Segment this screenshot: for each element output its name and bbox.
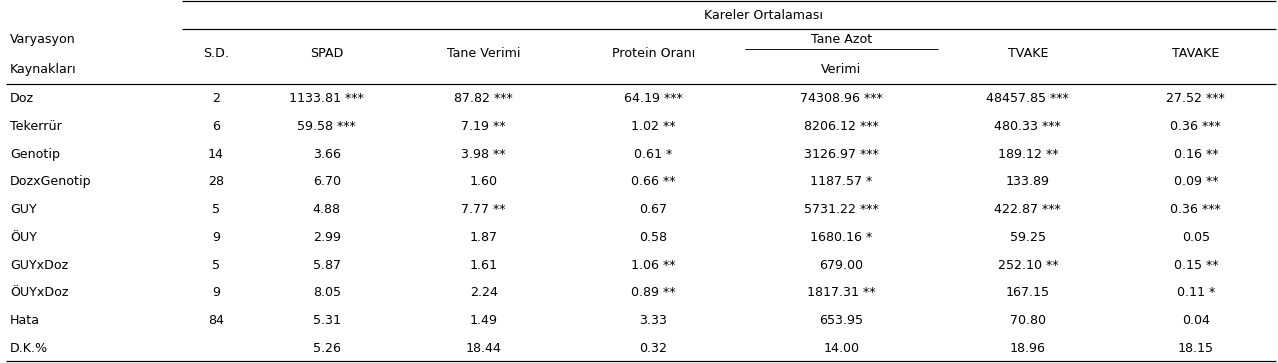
Text: 0.09 **: 0.09 **	[1173, 175, 1218, 188]
Text: Varyasyon: Varyasyon	[10, 33, 75, 46]
Text: 1680.16 *: 1680.16 *	[810, 230, 872, 243]
Text: 59.58 ***: 59.58 ***	[298, 120, 357, 133]
Text: 7.77 **: 7.77 **	[461, 203, 506, 216]
Text: Tane Verimi: Tane Verimi	[447, 46, 520, 60]
Text: 74308.96 ***: 74308.96 ***	[800, 92, 882, 105]
Text: 18.96: 18.96	[1010, 341, 1045, 354]
Text: 6.70: 6.70	[313, 175, 341, 188]
Text: 252.10 **: 252.10 **	[997, 258, 1057, 271]
Text: 1.87: 1.87	[469, 230, 497, 243]
Text: SPAD: SPAD	[311, 46, 344, 60]
Text: ÖUYxDoz: ÖUYxDoz	[10, 286, 69, 298]
Text: 9: 9	[212, 230, 220, 243]
Text: 0.04: 0.04	[1181, 313, 1209, 326]
Text: 1.60: 1.60	[469, 175, 497, 188]
Text: 1.06 **: 1.06 **	[630, 258, 675, 271]
Text: 48457.85 ***: 48457.85 ***	[985, 92, 1068, 105]
Text: 14.00: 14.00	[823, 341, 859, 354]
Text: GUY: GUY	[10, 203, 37, 216]
Text: 4.88: 4.88	[313, 203, 341, 216]
Text: Doz: Doz	[10, 92, 35, 105]
Text: Tane Azot: Tane Azot	[810, 33, 872, 46]
Text: 0.15 **: 0.15 **	[1173, 258, 1218, 271]
Text: DozxGenotip: DozxGenotip	[10, 175, 92, 188]
Text: 14: 14	[208, 147, 224, 160]
Text: Hata: Hata	[10, 313, 40, 326]
Text: 84: 84	[208, 313, 224, 326]
Text: 1187.57 *: 1187.57 *	[810, 175, 872, 188]
Text: 1.02 **: 1.02 **	[630, 120, 675, 133]
Text: Verimi: Verimi	[820, 63, 861, 76]
Text: 0.05: 0.05	[1181, 230, 1209, 243]
Text: 64.19 ***: 64.19 ***	[624, 92, 682, 105]
Text: 5: 5	[212, 258, 220, 271]
Text: 8.05: 8.05	[313, 286, 341, 298]
Text: 0.36 ***: 0.36 ***	[1169, 120, 1220, 133]
Text: 28: 28	[208, 175, 224, 188]
Text: GUYxDoz: GUYxDoz	[10, 258, 69, 271]
Text: 1.49: 1.49	[469, 313, 497, 326]
Text: 189.12 **: 189.12 **	[997, 147, 1057, 160]
Text: 480.33 ***: 480.33 ***	[994, 120, 1061, 133]
Text: 6: 6	[212, 120, 220, 133]
Text: 1817.31 **: 1817.31 **	[806, 286, 875, 298]
Text: 5: 5	[212, 203, 220, 216]
Text: 1133.81 ***: 1133.81 ***	[289, 92, 364, 105]
Text: 59.25: 59.25	[1010, 230, 1045, 243]
Text: 18.15: 18.15	[1177, 341, 1213, 354]
Text: 679.00: 679.00	[819, 258, 863, 271]
Text: ÖUY: ÖUY	[10, 230, 37, 243]
Text: 0.11 *: 0.11 *	[1176, 286, 1214, 298]
Text: 1.61: 1.61	[469, 258, 497, 271]
Text: Protein Oranı: Protein Oranı	[611, 46, 694, 60]
Text: 3126.97 ***: 3126.97 ***	[804, 147, 878, 160]
Text: Genotip: Genotip	[10, 147, 60, 160]
Text: 3.66: 3.66	[313, 147, 341, 160]
Text: 0.58: 0.58	[639, 230, 667, 243]
Text: 18.44: 18.44	[465, 341, 501, 354]
Text: Kaynakları: Kaynakları	[10, 63, 77, 76]
Text: 5.87: 5.87	[313, 258, 341, 271]
Text: 2.24: 2.24	[469, 286, 497, 298]
Text: 133.89: 133.89	[1006, 175, 1049, 188]
Text: 167.15: 167.15	[1006, 286, 1049, 298]
Text: Kareler Ortalaması: Kareler Ortalaması	[703, 9, 822, 22]
Text: 87.82 ***: 87.82 ***	[454, 92, 512, 105]
Text: TAVAKE: TAVAKE	[1172, 46, 1219, 60]
Text: D.K.%: D.K.%	[10, 341, 49, 354]
Text: Tekerrür: Tekerrür	[10, 120, 63, 133]
Text: 653.95: 653.95	[819, 313, 863, 326]
Text: 0.32: 0.32	[639, 341, 667, 354]
Text: 3.98 **: 3.98 **	[461, 147, 506, 160]
Text: 5.26: 5.26	[313, 341, 341, 354]
Text: 9: 9	[212, 286, 220, 298]
Text: 0.61 *: 0.61 *	[634, 147, 672, 160]
Text: 5.31: 5.31	[313, 313, 341, 326]
Text: 7.19 **: 7.19 **	[461, 120, 506, 133]
Text: TVAKE: TVAKE	[1007, 46, 1048, 60]
Text: 0.36 ***: 0.36 ***	[1169, 203, 1220, 216]
Text: 27.52 ***: 27.52 ***	[1166, 92, 1224, 105]
Text: 0.67: 0.67	[639, 203, 667, 216]
Text: 5731.22 ***: 5731.22 ***	[804, 203, 878, 216]
Text: 2: 2	[212, 92, 220, 105]
Text: 8206.12 ***: 8206.12 ***	[804, 120, 878, 133]
Text: 0.16 **: 0.16 **	[1173, 147, 1218, 160]
Text: S.D.: S.D.	[203, 46, 229, 60]
Text: 422.87 ***: 422.87 ***	[994, 203, 1061, 216]
Text: 70.80: 70.80	[1010, 313, 1045, 326]
Text: 2.99: 2.99	[313, 230, 341, 243]
Text: 0.66 **: 0.66 **	[630, 175, 675, 188]
Text: 0.89 **: 0.89 **	[630, 286, 675, 298]
Text: 3.33: 3.33	[639, 313, 667, 326]
